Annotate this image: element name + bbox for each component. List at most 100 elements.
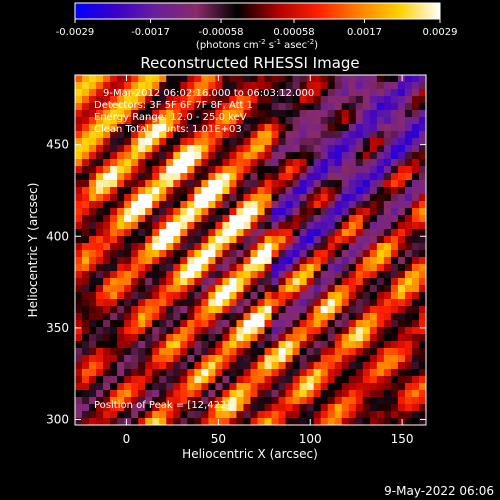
heatmap-cell bbox=[285, 341, 294, 349]
heatmap-cell bbox=[110, 369, 118, 377]
heatmap-cell bbox=[138, 341, 146, 349]
heatmap-cell bbox=[180, 404, 188, 412]
heatmap-cell bbox=[348, 194, 357, 202]
heatmap-cell bbox=[348, 250, 357, 258]
heatmap-cell bbox=[229, 257, 237, 265]
heatmap-cell bbox=[390, 313, 399, 321]
heatmap-cell bbox=[257, 320, 265, 328]
heatmap-cell bbox=[103, 124, 111, 132]
heatmap-cell bbox=[348, 166, 357, 174]
heatmap-cell bbox=[222, 173, 230, 181]
heatmap-cell bbox=[229, 355, 237, 363]
heatmap-cell bbox=[355, 89, 364, 97]
heatmap-cell bbox=[362, 278, 371, 286]
heatmap-cell bbox=[110, 320, 118, 328]
heatmap-cell bbox=[229, 187, 237, 195]
heatmap-cell bbox=[397, 159, 406, 167]
heatmap-cell bbox=[138, 110, 146, 118]
heatmap-cell bbox=[418, 299, 426, 307]
heatmap-cell bbox=[117, 257, 125, 265]
heatmap-cell bbox=[250, 292, 258, 300]
heatmap-cell bbox=[285, 152, 294, 160]
heatmap-cell bbox=[208, 180, 216, 188]
heatmap-cell bbox=[236, 145, 244, 153]
heatmap-cell bbox=[411, 271, 420, 279]
heatmap-cell bbox=[103, 257, 111, 265]
heatmap-cell bbox=[404, 82, 413, 90]
heatmap-cell bbox=[383, 187, 392, 195]
heatmap-cell bbox=[131, 341, 139, 349]
heatmap-cell bbox=[320, 96, 329, 104]
heatmap-cell bbox=[299, 418, 308, 425]
heatmap-cell bbox=[418, 264, 426, 272]
heatmap-cell bbox=[250, 271, 258, 279]
heatmap-cell bbox=[320, 131, 329, 139]
heatmap-cell bbox=[383, 348, 392, 356]
heatmap-cell bbox=[348, 411, 357, 419]
heatmap-cell bbox=[117, 355, 125, 363]
heatmap-cell bbox=[355, 348, 364, 356]
heatmap-cell bbox=[341, 390, 350, 398]
heatmap-cell bbox=[110, 376, 118, 384]
heatmap-cell bbox=[173, 159, 181, 167]
heatmap-cell bbox=[355, 355, 364, 363]
heatmap-cell bbox=[110, 131, 118, 139]
heatmap-cell bbox=[89, 236, 97, 244]
heatmap-cell bbox=[82, 166, 90, 174]
heatmap-cell bbox=[376, 110, 385, 118]
heatmap-cell bbox=[278, 257, 286, 265]
heatmap-cell bbox=[257, 334, 265, 342]
heatmap-cell bbox=[313, 194, 322, 202]
heatmap-cell bbox=[215, 390, 223, 398]
heatmap-cell bbox=[138, 348, 146, 356]
heatmap-cell bbox=[103, 82, 111, 90]
heatmap-cell bbox=[180, 355, 188, 363]
heatmap-cell bbox=[166, 103, 174, 111]
heatmap-cell bbox=[299, 320, 308, 328]
heatmap-cell bbox=[362, 348, 371, 356]
heatmap-cell bbox=[89, 131, 97, 139]
heatmap-cell bbox=[75, 103, 83, 111]
heatmap-cell bbox=[117, 334, 125, 342]
heatmap-cell bbox=[334, 173, 343, 181]
heatmap-cell bbox=[208, 250, 216, 258]
heatmap-cell bbox=[327, 229, 336, 237]
heatmap-cell bbox=[292, 264, 301, 272]
heatmap-cell bbox=[334, 215, 343, 223]
heatmap-cell bbox=[404, 166, 413, 174]
heatmap-cell bbox=[166, 355, 174, 363]
heatmap-cell bbox=[173, 110, 181, 118]
heatmap-cell bbox=[285, 166, 294, 174]
heatmap-cell bbox=[180, 166, 188, 174]
heatmap-cell bbox=[131, 180, 139, 188]
heatmap-cell bbox=[159, 362, 167, 370]
heatmap-cell bbox=[138, 166, 146, 174]
heatmap-cell bbox=[376, 348, 385, 356]
heatmap-cell bbox=[278, 89, 286, 97]
heatmap-cell bbox=[75, 348, 83, 356]
heatmap-cell bbox=[369, 376, 378, 384]
heatmap-cell bbox=[390, 96, 399, 104]
heatmap-cell bbox=[383, 208, 392, 216]
heatmap-cell bbox=[327, 82, 336, 90]
heatmap-cell bbox=[222, 75, 230, 83]
heatmap-cell bbox=[173, 75, 181, 83]
heatmap-cell bbox=[110, 306, 118, 314]
heatmap-cell bbox=[215, 285, 223, 293]
heatmap-cell bbox=[404, 257, 413, 265]
heatmap-cell bbox=[215, 313, 223, 321]
heatmap-cell bbox=[124, 313, 132, 321]
heatmap-cell bbox=[355, 411, 364, 419]
heatmap-cell bbox=[411, 124, 420, 132]
heatmap-cell bbox=[124, 145, 132, 153]
heatmap-cell bbox=[145, 411, 153, 419]
heatmap-cell bbox=[110, 362, 118, 370]
heatmap-cell bbox=[383, 292, 392, 300]
heatmap-cell bbox=[215, 222, 223, 230]
heatmap-cell bbox=[383, 229, 392, 237]
heatmap-cell bbox=[180, 418, 188, 425]
heatmap-cell bbox=[75, 145, 83, 153]
heatmap-cell bbox=[306, 180, 315, 188]
heatmap-cell bbox=[201, 89, 209, 97]
heatmap-cell bbox=[341, 166, 350, 174]
